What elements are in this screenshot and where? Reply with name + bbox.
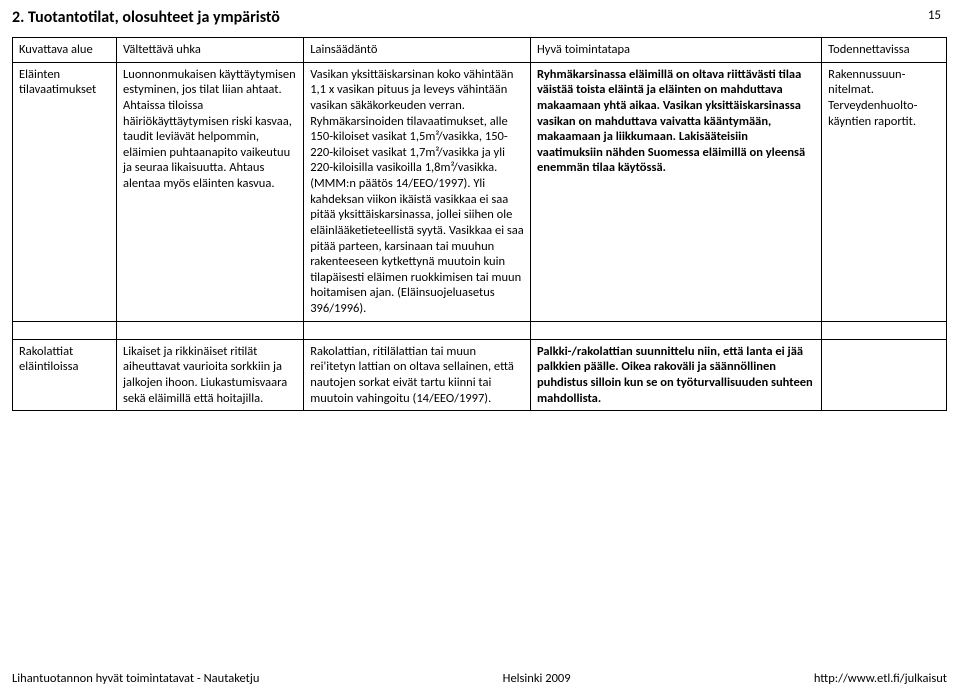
table-row: Rakolattiat eläintiloissa Likaiset ja ri… (13, 339, 947, 411)
page-footer: Lihantuotannon hyvät toimintatavat - Nau… (12, 671, 947, 686)
page-number: 15 (928, 8, 941, 23)
col-header-verify: Todennettavissa (822, 38, 947, 63)
cell-law: Vasikan yksittäiskarsinan koko vähintään… (304, 62, 531, 321)
table-spacer (13, 321, 947, 339)
cell-practice: Palkki-/rakolattian suunnittelu niin, et… (530, 339, 821, 411)
cell-area: Rakolattiat eläintiloissa (13, 339, 117, 411)
cell-threat: Likaiset ja rikkinäiset ritilät aiheutta… (117, 339, 304, 411)
cell-law: Rakolattian, ritilälattian tai muun rei'… (304, 339, 531, 411)
table-row: Eläinten tilavaatimukset Luonnonmukaisen… (13, 62, 947, 321)
cell-verify (822, 339, 947, 411)
cell-verify: Rakennussuun-nitelmat. Terveydenhuolto-k… (822, 62, 947, 321)
footer-left: Lihantuotannon hyvät toimintatavat - Nau… (12, 671, 259, 686)
cell-practice: Ryhmäkarsinassa eläimillä on oltava riit… (530, 62, 821, 321)
cell-area: Eläinten tilavaatimukset (13, 62, 117, 321)
col-header-practice: Hyvä toimintatapa (530, 38, 821, 63)
col-header-law: Lainsäädäntö (304, 38, 531, 63)
footer-center: Helsinki 2009 (503, 671, 571, 686)
col-header-area: Kuvattava alue (13, 38, 117, 63)
content-table: Kuvattava alue Vältettävä uhka Lainsäädä… (12, 37, 947, 411)
table-container: Kuvattava alue Vältettävä uhka Lainsäädä… (0, 31, 959, 411)
col-header-threat: Vältettävä uhka (117, 38, 304, 63)
cell-threat: Luonnonmukaisen käyttäytymisen estyminen… (117, 62, 304, 321)
footer-right: http://www.etl.fi/julkaisut (814, 671, 947, 686)
table-header-row: Kuvattava alue Vältettävä uhka Lainsäädä… (13, 38, 947, 63)
section-title: 2. Tuotantotilat, olosuhteet ja ympärist… (0, 0, 959, 31)
